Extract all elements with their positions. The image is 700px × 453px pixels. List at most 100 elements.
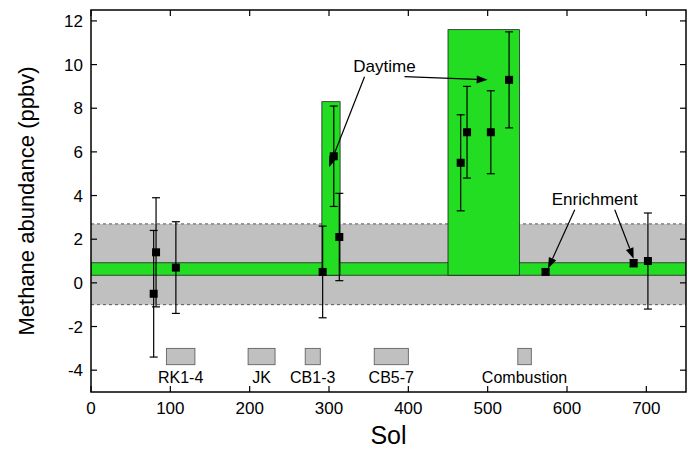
data-point xyxy=(487,128,495,136)
data-point xyxy=(505,76,513,84)
arrow-head xyxy=(626,247,634,259)
error-bar xyxy=(319,226,327,318)
experiment-label: RK1-4 xyxy=(158,369,203,386)
y-tick-label: 12 xyxy=(64,12,83,31)
arrow-shaft xyxy=(333,77,365,157)
error-cap xyxy=(644,212,652,213)
data-point xyxy=(463,128,471,136)
x-tick-top xyxy=(90,10,91,16)
experiment-label: Combustion xyxy=(482,369,567,386)
error-cap xyxy=(319,226,327,227)
plot-area xyxy=(91,30,686,365)
x-tick xyxy=(646,386,647,392)
x-tick-top xyxy=(408,10,409,16)
data-point xyxy=(457,159,465,167)
error-cap xyxy=(172,221,180,222)
error-cap xyxy=(152,197,160,198)
error-bar xyxy=(630,260,638,267)
y-tick-right xyxy=(680,20,686,21)
experiment-label: CB1-3 xyxy=(290,369,335,386)
y-tick xyxy=(91,195,97,196)
y-tick xyxy=(91,20,97,21)
y-tick-right xyxy=(680,195,686,196)
x-tick xyxy=(408,386,409,392)
x-tick-top xyxy=(566,10,567,16)
error-cap xyxy=(330,206,338,207)
experiment-label: JK xyxy=(252,369,271,386)
error-bar xyxy=(505,32,513,128)
y-tick-right xyxy=(680,282,686,283)
x-tick xyxy=(90,386,91,392)
x-tick-label: 100 xyxy=(156,399,184,418)
y-tick xyxy=(91,151,97,152)
y-tick-right xyxy=(680,370,686,371)
error-bar xyxy=(644,213,652,309)
x-tick xyxy=(566,386,567,392)
arrow-shaft xyxy=(615,210,630,249)
data-point xyxy=(542,268,550,276)
annotation: Daytime xyxy=(353,57,415,76)
y-tick-label: -2 xyxy=(68,318,83,337)
x-tick xyxy=(487,386,488,392)
x-tick-label: 0 xyxy=(86,399,95,418)
error-cap xyxy=(505,31,513,32)
uncertainty-band xyxy=(91,224,686,305)
error-cap xyxy=(463,86,471,87)
x-tick-label: 600 xyxy=(553,399,581,418)
error-cap xyxy=(463,177,471,178)
methane-region xyxy=(91,263,686,275)
error-cap xyxy=(644,308,652,309)
experiment-box xyxy=(518,348,531,364)
y-tick-label: 6 xyxy=(74,143,83,162)
band-edge xyxy=(91,304,686,305)
y-tick-label: -4 xyxy=(68,361,83,380)
annotation: Enrichment xyxy=(552,190,638,209)
y-tick xyxy=(91,108,97,109)
x-tick xyxy=(249,386,250,392)
error-cap xyxy=(487,173,495,174)
x-tick xyxy=(170,386,171,392)
x-axis-title: Sol xyxy=(370,421,406,449)
y-tick xyxy=(91,326,97,327)
experiment-box xyxy=(305,348,320,364)
y-tick-right xyxy=(680,108,686,109)
data-point xyxy=(152,248,160,256)
error-cap xyxy=(505,127,513,128)
data-point xyxy=(335,233,343,241)
error-cap xyxy=(152,306,160,307)
experiment-label: CB5-7 xyxy=(369,369,414,386)
error-cap xyxy=(150,356,158,357)
annotation-arrow xyxy=(329,77,365,168)
error-cap xyxy=(319,317,327,318)
y-tick-right xyxy=(680,64,686,65)
y-tick-label: 2 xyxy=(74,230,83,249)
annotation-arrow xyxy=(405,75,488,83)
chart: 0100200300400500600700-4-2024681012SolMe… xyxy=(0,0,700,453)
error-cap xyxy=(457,210,465,211)
methane-region xyxy=(322,102,340,276)
y-tick xyxy=(91,239,97,240)
arrow-shaft xyxy=(405,77,477,80)
error-cap xyxy=(457,114,465,115)
x-tick-label: 300 xyxy=(315,399,343,418)
y-tick xyxy=(91,282,97,283)
y-tick-right xyxy=(680,151,686,152)
data-point xyxy=(630,259,638,267)
y-axis-title: Methane abundance (ppbv) xyxy=(14,66,39,335)
annotation-arrow xyxy=(548,210,575,269)
x-tick-top xyxy=(249,10,250,16)
x-tick xyxy=(328,386,329,392)
y-tick xyxy=(91,64,97,65)
plot-frame xyxy=(91,10,686,392)
x-tick-label: 400 xyxy=(394,399,422,418)
band-edge xyxy=(91,223,686,224)
error-cap xyxy=(330,105,338,106)
error-bar xyxy=(487,91,495,174)
y-tick-label: 4 xyxy=(74,187,83,206)
arrow-head xyxy=(477,75,488,83)
arrow-head xyxy=(329,155,337,167)
error-cap xyxy=(335,193,343,194)
data-point xyxy=(150,290,158,298)
error-bar xyxy=(335,193,343,280)
experiment-box xyxy=(248,348,275,364)
